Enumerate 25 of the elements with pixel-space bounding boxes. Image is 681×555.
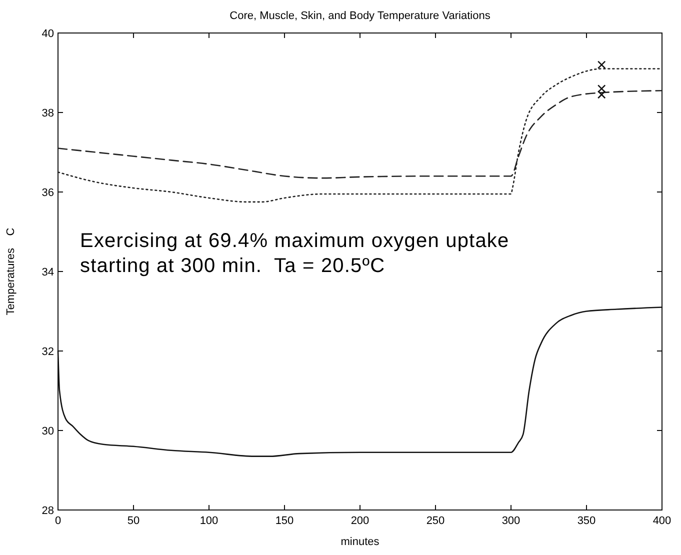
- y-tick-label: 38: [42, 108, 54, 120]
- point: [597, 84, 606, 93]
- annotation: starting at 300 min. Ta = 20.5ºC: [80, 255, 386, 277]
- x-tick-label: 0: [54, 515, 62, 527]
- x-tick-label: 100: [200, 515, 218, 527]
- x-tick-label: 50: [127, 515, 140, 527]
- point: [597, 90, 606, 99]
- x-tick-label: 200: [350, 515, 370, 527]
- y-axis-title: Temperatures C: [5, 228, 17, 316]
- annotation: Exercising at 69.4% maximum oxygen uptake: [80, 230, 510, 252]
- x-tick-label: 350: [577, 515, 596, 527]
- line-series: [57, 68, 663, 203]
- x-tick-label: 300: [502, 515, 520, 527]
- x-tick-label: 400: [652, 515, 672, 527]
- y-tick-label: 34: [42, 266, 54, 278]
- y-tick-label: 40: [42, 28, 54, 40]
- point: [597, 60, 606, 69]
- y-tick-label: 30: [42, 426, 54, 438]
- y-tick-label: 32: [42, 346, 54, 358]
- x-tick-label: 250: [426, 515, 445, 527]
- y-tick-label: 28: [42, 505, 54, 517]
- x-axis-title: minutes: [340, 536, 380, 548]
- x-tick-label: 150: [275, 515, 294, 527]
- chart-title: Core, Muscle, Skin, and Body Temperature Variations: [230, 10, 491, 22]
- y-tick-label: 36: [42, 187, 54, 199]
